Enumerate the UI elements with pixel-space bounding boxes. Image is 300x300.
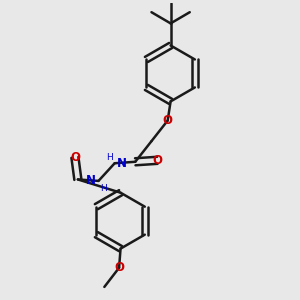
- Text: H: H: [100, 184, 107, 194]
- Text: O: O: [70, 151, 80, 164]
- Text: O: O: [163, 114, 173, 127]
- Text: O: O: [114, 261, 124, 274]
- Text: H: H: [106, 153, 113, 162]
- Text: N: N: [117, 157, 127, 170]
- Text: N: N: [86, 174, 96, 188]
- Text: O: O: [152, 154, 162, 167]
